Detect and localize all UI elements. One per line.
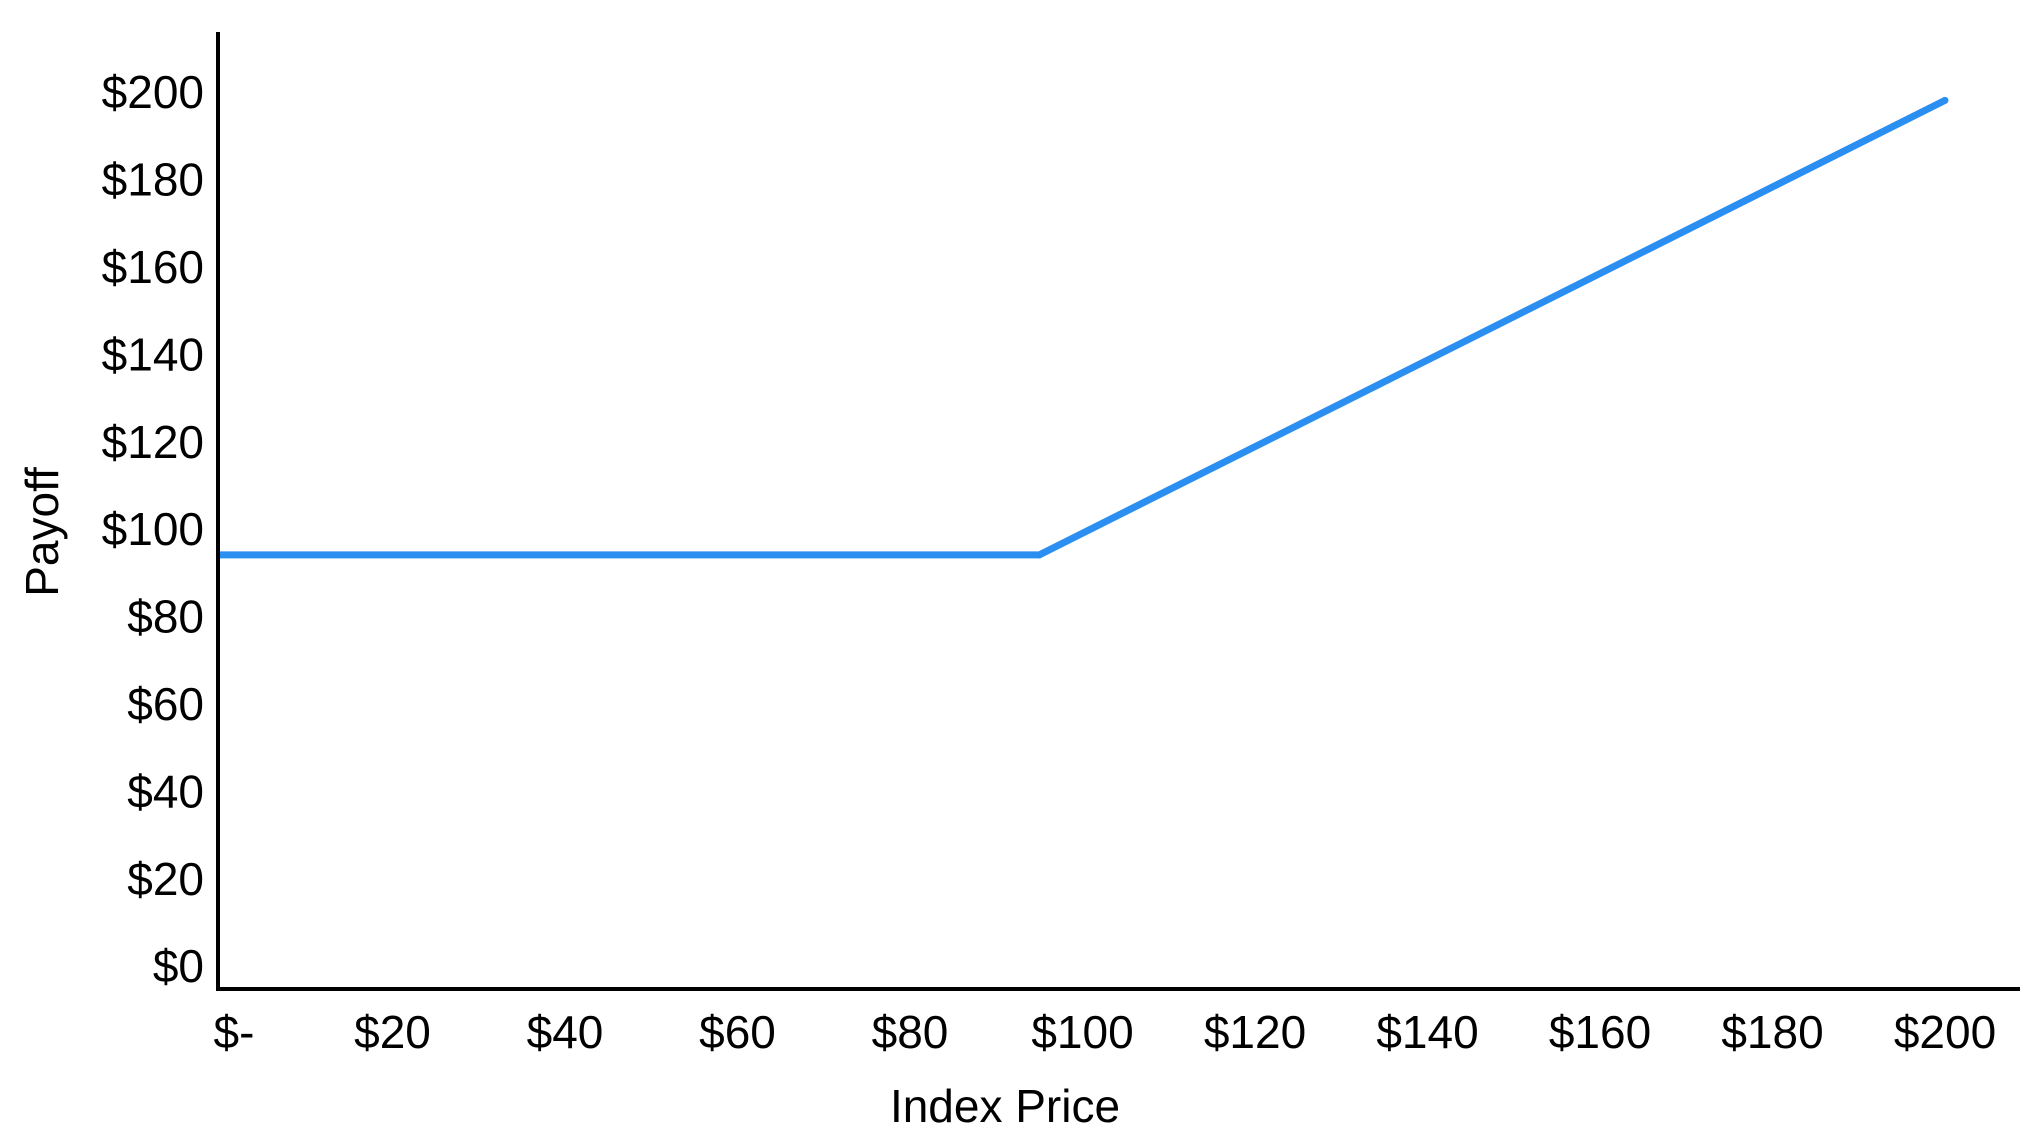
series-layer <box>216 96 1949 559</box>
x-axis-title: Index Price <box>890 1080 1120 1132</box>
y-tick-label: $40 <box>127 765 204 817</box>
x-tick-label: $200 <box>1894 1006 1996 1058</box>
x-tick-label: $160 <box>1549 1006 1651 1058</box>
y-tick-label: $160 <box>102 241 204 293</box>
x-tick-label: $- <box>214 1006 255 1058</box>
payoff-data-point <box>1941 96 1949 104</box>
x-axis-tick-labels: $- $20 $40 $60 $80 $100 $120 $140 $160 $180 $200 <box>214 1006 1997 1058</box>
x-tick-label: $100 <box>1031 1006 1133 1058</box>
x-tick-label: $80 <box>872 1006 949 1058</box>
x-tick-label: $180 <box>1721 1006 1823 1058</box>
y-tick-label: $60 <box>127 678 204 730</box>
y-tick-label: $80 <box>127 591 204 643</box>
y-tick-label: $140 <box>102 328 204 380</box>
y-tick-label: $20 <box>127 853 204 905</box>
payoff-series-line <box>220 97 1947 559</box>
y-tick-label: $200 <box>102 66 204 118</box>
y-tick-label: $180 <box>102 154 204 206</box>
x-tick-label: $20 <box>354 1006 431 1058</box>
x-tick-label: $60 <box>699 1006 776 1058</box>
y-tick-label: $120 <box>102 416 204 468</box>
x-tick-label: $40 <box>527 1006 604 1058</box>
y-tick-label: $100 <box>102 503 204 555</box>
payoff-data-point <box>1035 551 1043 559</box>
x-tick-label: $120 <box>1204 1006 1306 1058</box>
y-axis-title: Payoff <box>16 467 68 597</box>
x-tick-label: $140 <box>1376 1006 1478 1058</box>
y-axis-tick-labels: $0 $20 $40 $60 $80 $100 $120 $140 $160 $180 $200 <box>102 66 204 992</box>
y-tick-label: $0 <box>153 940 204 992</box>
